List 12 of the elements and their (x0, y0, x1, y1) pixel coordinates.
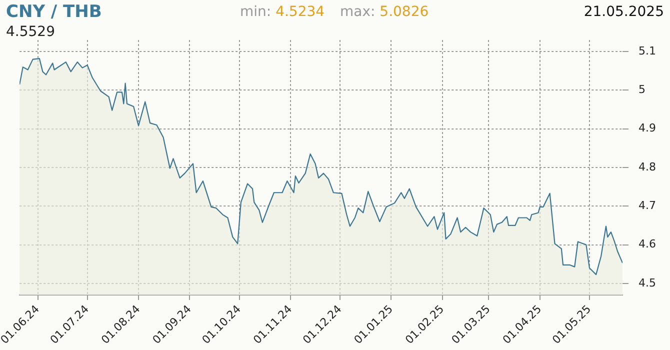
y-tick-label: 4.9 (638, 122, 656, 135)
y-tick-label: 5.1 (638, 44, 656, 58)
y-tick-label: 4.7 (638, 199, 656, 212)
y-tick-label: 4.5 (638, 276, 656, 290)
y-tick-label: 4.8 (638, 160, 656, 174)
annotation: 4.5529 (6, 24, 55, 40)
chart-title: CNY / THB (6, 2, 102, 22)
text: 21.05.2025 (584, 4, 664, 20)
text: min: 4.5234 (240, 4, 325, 20)
text: max: 5.0826 (340, 4, 429, 20)
y-tick-label: 4.6 (638, 238, 656, 251)
y-tick-label: 5 (638, 83, 646, 96)
